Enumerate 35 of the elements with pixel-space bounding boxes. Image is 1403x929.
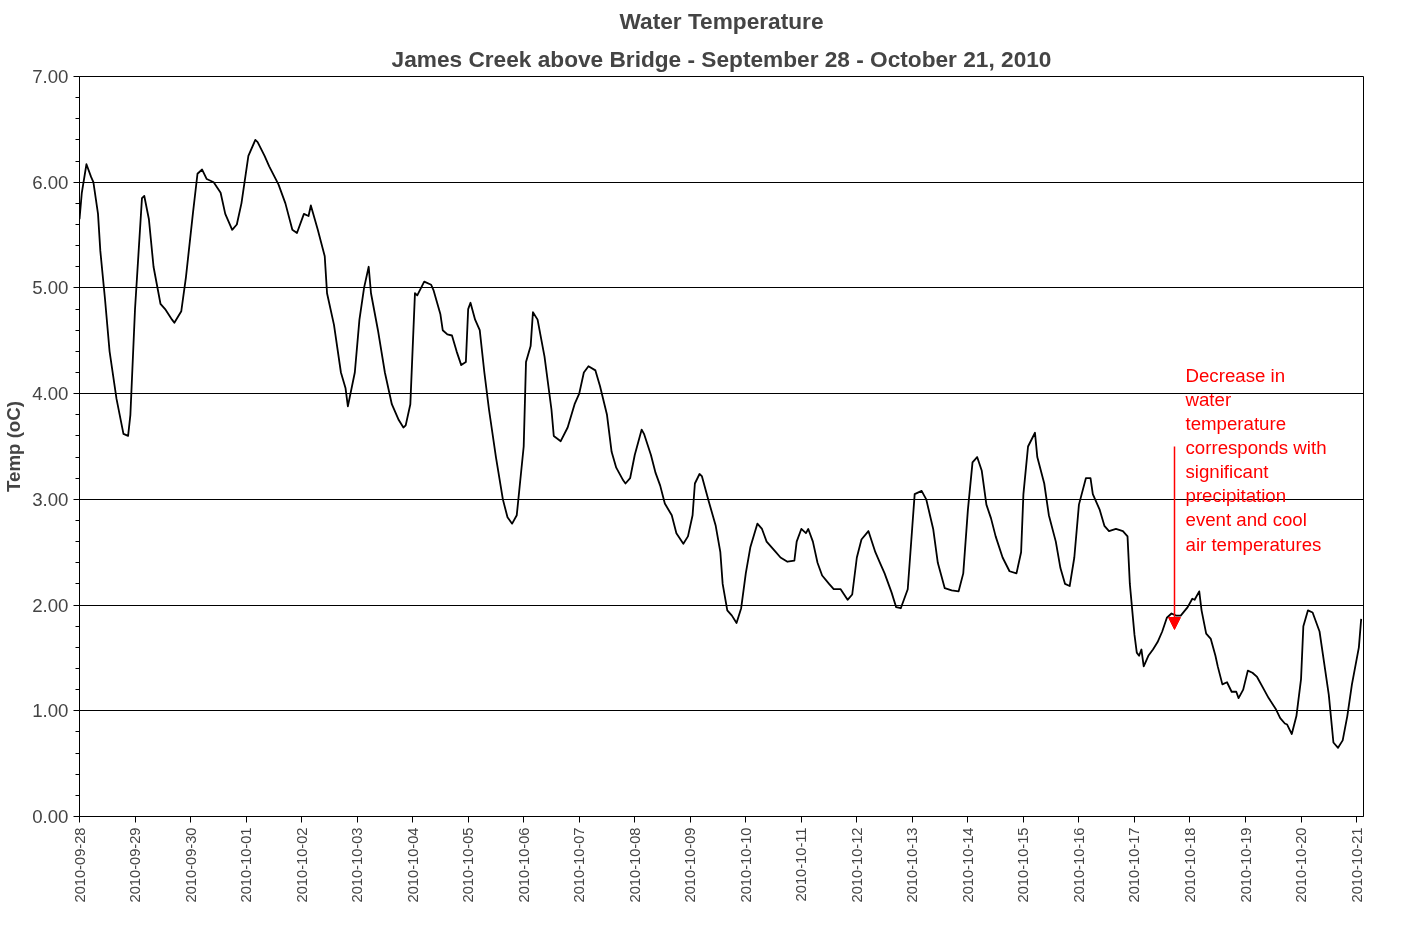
y-tick-label: 2.00 [32, 594, 69, 616]
x-tick-label: 2010-10-15 [1015, 827, 1032, 903]
x-tick-label: 2010-10-02 [293, 827, 310, 903]
x-tick-label: 2010-10-21 [1348, 827, 1365, 903]
chart-title: Water Temperature [619, 7, 824, 34]
x-tick-label: 2010-10-18 [1181, 827, 1198, 903]
x-tick-label: 2010-10-17 [1126, 827, 1143, 903]
x-tick-label: 2010-09-29 [127, 827, 144, 903]
y-tick-label: 0.00 [32, 806, 69, 827]
x-tick-label: 2010-10-20 [1293, 827, 1310, 903]
x-tick-label: 2010-10-13 [904, 827, 921, 903]
x-tick-label: 2010-10-07 [571, 827, 588, 903]
x-tick-label: 2010-10-16 [1070, 827, 1087, 903]
x-tick-label: 2010-10-04 [404, 827, 421, 903]
x-tick-label: 2010-09-28 [71, 827, 88, 903]
x-tick-label: 2010-10-08 [626, 827, 643, 903]
chart-subtitle: James Creek above Bridge - September 28 - October 21, 2010 [391, 45, 1052, 72]
x-tick-label: 2010-10-09 [682, 827, 699, 903]
y-tick-label: 3.00 [32, 488, 69, 510]
y-tick-label: 1.00 [32, 700, 69, 722]
y-tick-label: 6.00 [32, 171, 69, 193]
x-tick-label: 2010-10-19 [1237, 827, 1254, 903]
x-tick-label: 2010-10-01 [238, 827, 255, 903]
y-tick-label: 5.00 [32, 277, 69, 299]
x-tick-label: 2010-10-14 [959, 827, 976, 903]
x-tick-label: 2010-10-10 [737, 827, 754, 903]
x-tick-label: 2010-10-03 [349, 827, 366, 903]
y-tick-label: 7.00 [32, 66, 69, 87]
x-tick-label: 2010-10-12 [848, 827, 865, 903]
x-tick-label: 2010-09-30 [182, 827, 199, 903]
y-tick-label: 4.00 [32, 383, 69, 405]
x-tick-label: 2010-10-11 [793, 827, 810, 902]
x-tick-label: 2010-10-05 [460, 827, 477, 903]
x-tick-label: 2010-10-06 [515, 827, 532, 903]
y-axis-title: Temp (oC) [3, 401, 25, 492]
